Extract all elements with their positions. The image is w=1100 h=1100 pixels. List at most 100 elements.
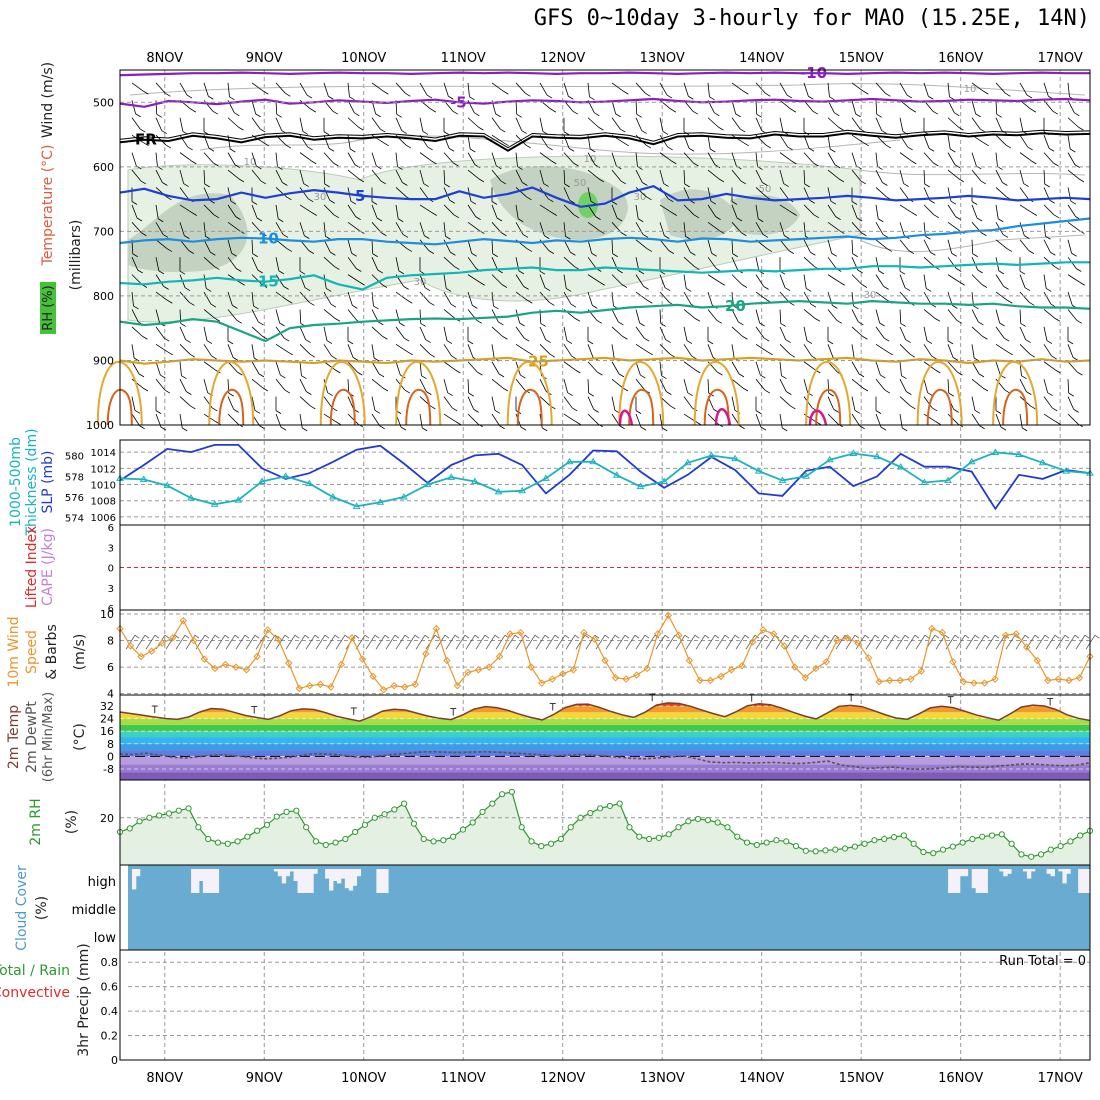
- wind-barb-flag: [1070, 200, 1077, 205]
- wind-barb-flag: [976, 217, 983, 222]
- wind-barb-flag: [1031, 212, 1037, 216]
- precip-label-convective: Convective: [0, 985, 70, 1001]
- wind-barb-flag: [1050, 251, 1056, 256]
- wind-barb: [683, 135, 690, 149]
- wind-speed-marker: [717, 672, 725, 681]
- rh-marker: [616, 800, 623, 807]
- wind-barb-flag: [540, 323, 546, 327]
- wind-barb-flag: [407, 351, 413, 356]
- slp-ylabel-thickness: Thickness (dm): [24, 428, 40, 536]
- wind-barb-flag: [285, 92, 291, 97]
- high-cloud-gap: [975, 869, 981, 893]
- wind-barb: [347, 204, 356, 217]
- surface-barb: [625, 634, 636, 650]
- wind-barb: [635, 152, 638, 167]
- wind-barb: [275, 257, 280, 271]
- thickness-marker: [589, 457, 598, 465]
- wind-barb-flag: [351, 252, 357, 257]
- thickness-marker: [541, 474, 550, 481]
- wind-barb: [539, 152, 552, 162]
- wind-barb: [419, 291, 430, 303]
- wind-barb: [971, 239, 974, 254]
- surface-barb-flag: [834, 634, 840, 639]
- wind-barb-flag: [623, 142, 629, 147]
- wind-barb: [995, 187, 1007, 198]
- wind-barb: [443, 326, 448, 341]
- wind-barb: [875, 117, 883, 131]
- wind-barb-flag: [373, 357, 380, 362]
- wind-barb-flag: [333, 214, 340, 219]
- wind-barb-flag: [718, 178, 725, 183]
- wind-barb: [299, 309, 302, 324]
- wind-barb: [923, 82, 929, 97]
- wind-barb: [995, 309, 1001, 324]
- wind-barb-flag: [527, 351, 533, 356]
- wind-barb-flag: [236, 268, 242, 272]
- wind-barb-flag: [623, 90, 629, 95]
- wind-barb: [851, 82, 864, 92]
- wind-barb: [851, 100, 857, 114]
- surface-barb: [465, 634, 476, 650]
- high-cloud-gap: [313, 869, 318, 874]
- wind-barb-flag: [332, 407, 338, 412]
- wind-barb: [443, 396, 453, 409]
- wind-barb-flag: [495, 113, 501, 118]
- surface-barb: [255, 634, 266, 650]
- rh-marker: [979, 833, 986, 840]
- thickness-marker: [376, 498, 385, 505]
- wind-barb-flag: [350, 200, 357, 205]
- wind-barb: [707, 135, 711, 150]
- wind-barb: [131, 152, 137, 167]
- high-cloud-gap: [384, 869, 389, 893]
- wind-barb: [995, 239, 1008, 249]
- rh-marker: [900, 832, 907, 839]
- wind-barb: [635, 274, 644, 287]
- wind-barb: [731, 117, 741, 130]
- wind-barb-flag: [668, 198, 674, 203]
- wind-barb-flag: [830, 200, 837, 205]
- slp-tick-label: 1014: [91, 448, 116, 459]
- wind-barb: [923, 344, 932, 357]
- high-cloud-gap: [285, 869, 291, 877]
- wind-barb-flag: [662, 131, 669, 135]
- wind-barb: [179, 344, 191, 355]
- wind-barb-flag: [742, 387, 749, 392]
- wind-barb-flag: [622, 387, 629, 392]
- thickness-marker: [731, 454, 740, 462]
- wind-barb: [779, 204, 792, 213]
- wind-barb-flag: [862, 387, 869, 392]
- wind-barb-flag: [709, 96, 715, 101]
- high-cloud-gap: [214, 869, 220, 893]
- wind-barb-flag: [401, 130, 407, 134]
- wind-barb-flag: [371, 201, 378, 205]
- wind-barb: [251, 222, 262, 233]
- wind-barb: [947, 379, 950, 394]
- wind-barb: [155, 378, 166, 391]
- surface-barb-flag: [644, 634, 650, 639]
- rh-marker: [244, 833, 251, 840]
- wind-barb-flag: [1079, 281, 1085, 286]
- wind-barb: [371, 344, 375, 359]
- wind-barb: [347, 100, 355, 113]
- bottom-day-label: 8NOV: [146, 1071, 183, 1086]
- surface-barb-flag: [154, 634, 160, 639]
- wind-barbs: [131, 82, 1085, 432]
- wind-barb-flag: [205, 288, 212, 292]
- wind-barb: [875, 326, 885, 339]
- surface-barb-flag: [604, 634, 610, 639]
- rh-marker: [841, 845, 849, 852]
- wind-barb-flag: [760, 374, 766, 379]
- wind-barb-flag: [859, 425, 865, 430]
- wind-barb: [827, 117, 839, 128]
- wind-barb-flag: [1006, 248, 1013, 252]
- wind-barb-flag: [707, 340, 714, 345]
- wind-barb-flag: [453, 214, 460, 219]
- wind-speed-marker: [327, 683, 335, 691]
- wind-barb-flag: [860, 180, 867, 185]
- wind-barb-flag: [526, 248, 533, 252]
- high-cloud-gap: [380, 869, 385, 893]
- wind-barb: [707, 344, 714, 358]
- rh-marker: [636, 833, 643, 840]
- wind-barb: [371, 257, 379, 271]
- wind-barb: [731, 82, 744, 92]
